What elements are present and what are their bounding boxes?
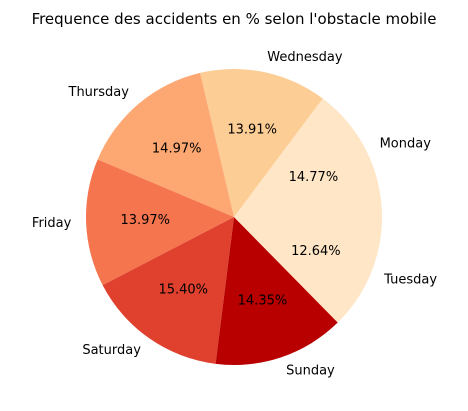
slice-label-friday: Friday bbox=[32, 216, 72, 231]
slice-label-monday: Monday bbox=[380, 137, 432, 152]
slice-label-sunday: Sunday bbox=[286, 364, 335, 379]
slice-label-wednesday: Wednesday bbox=[267, 50, 343, 65]
slice-label-tuesday: Tuesday bbox=[383, 272, 437, 287]
pct-label-sunday: 14.35% bbox=[238, 294, 288, 309]
pct-label-saturday: 15.40% bbox=[158, 282, 208, 297]
pct-label-tuesday: 12.64% bbox=[291, 244, 341, 259]
slice-label-thursday: Thursday bbox=[68, 85, 130, 100]
pct-label-thursday: 14.97% bbox=[152, 142, 202, 157]
pct-label-wednesday: 13.91% bbox=[227, 123, 277, 138]
pct-label-monday: 14.77% bbox=[289, 170, 339, 185]
chart-title: Frequence des accidents en % selon l'obs… bbox=[32, 10, 437, 28]
pct-label-friday: 13.97% bbox=[120, 213, 170, 228]
slice-label-saturday: Saturday bbox=[82, 343, 141, 358]
